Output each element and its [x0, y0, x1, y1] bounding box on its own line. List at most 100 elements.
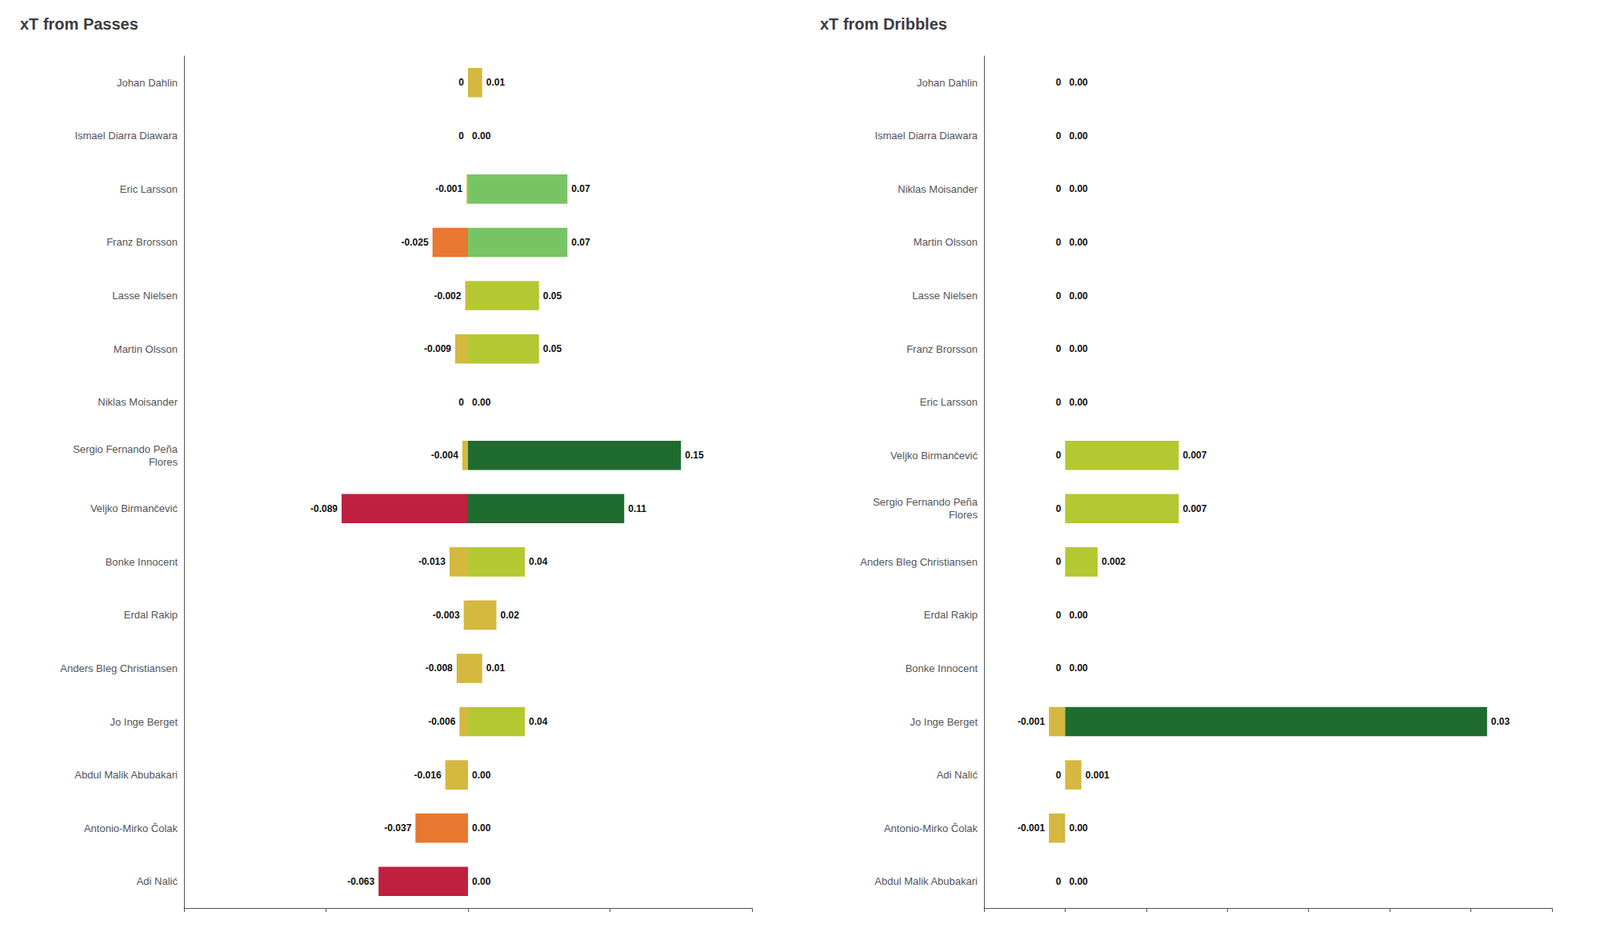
svg-text:0: 0 [1056, 503, 1062, 515]
svg-text:0.00: 0.00 [1068, 76, 1088, 88]
svg-text:xT from Passes: xT from Passes [20, 15, 139, 33]
svg-text:0: 0 [1056, 876, 1062, 888]
svg-text:Martin Olsson: Martin Olsson [113, 343, 178, 356]
svg-text:Niklas Moisander: Niklas Moisander [897, 183, 978, 196]
svg-text:Lasse Nielsen: Lasse Nielsen [912, 289, 978, 302]
svg-text:0: 0 [1056, 769, 1062, 781]
svg-text:Martin Olsson: Martin Olsson [913, 236, 978, 248]
svg-text:Bonke Innocent: Bonke Innocent [905, 662, 979, 675]
svg-text:0: 0 [1056, 290, 1062, 302]
svg-text:Flores: Flores [148, 456, 179, 468]
svg-text:Veljko Birmančević: Veljko Birmančević [90, 502, 179, 515]
svg-text:Erdal Rakip: Erdal Rakip [924, 608, 978, 621]
svg-text:Veljko Birmančević: Veljko Birmančević [890, 449, 979, 462]
svg-text:0.00: 0.00 [472, 396, 492, 408]
svg-text:0.05: 0.05 [543, 290, 563, 302]
svg-text:0: 0 [1056, 396, 1062, 408]
svg-text:Erdal Rakip: Erdal Rakip [124, 608, 178, 621]
svg-text:-0.025: -0.025 [401, 236, 429, 248]
svg-text:0: 0 [1056, 609, 1062, 621]
svg-text:0: 0 [458, 130, 464, 142]
svg-text:0.07: 0.07 [571, 183, 591, 195]
svg-text:-0.001: -0.001 [1017, 716, 1045, 728]
svg-text:0.04: 0.04 [528, 556, 548, 568]
svg-text:xT from Dribbles: xT from Dribbles [820, 15, 948, 33]
svg-text:0.001: 0.001 [1085, 769, 1110, 781]
svg-text:0: 0 [458, 396, 464, 408]
svg-text:Johan Dahlin: Johan Dahlin [116, 76, 178, 89]
svg-text:0: 0 [1056, 556, 1062, 568]
svg-text:Eric Larsson: Eric Larsson [120, 183, 178, 196]
svg-text:-0.013: -0.013 [418, 556, 446, 568]
svg-text:-0.001: -0.001 [1017, 822, 1045, 834]
svg-text:Niklas Moisander: Niklas Moisander [97, 396, 178, 408]
svg-text:Flores: Flores [948, 508, 979, 521]
svg-text:0: 0 [458, 76, 464, 88]
svg-text:0: 0 [1056, 343, 1062, 355]
svg-text:Eric Larsson: Eric Larsson [920, 396, 978, 408]
svg-text:Sergio Fernando Peña: Sergio Fernando Peña [72, 443, 179, 456]
svg-text:0.01: 0.01 [486, 76, 506, 88]
svg-text:0.00: 0.00 [1068, 290, 1088, 302]
svg-text:0.00: 0.00 [1068, 396, 1088, 408]
svg-text:0: 0 [1056, 449, 1062, 461]
svg-text:Jo Inge Berget: Jo Inge Berget [109, 716, 178, 728]
svg-text:0: 0 [1056, 130, 1062, 142]
svg-text:0: 0 [1056, 76, 1062, 88]
svg-text:0.00: 0.00 [1068, 236, 1088, 248]
svg-text:Sergio Fernando Peña: Sergio Fernando Peña [872, 496, 979, 508]
svg-text:0: 0 [1056, 183, 1062, 195]
svg-text:0: 0 [1056, 236, 1062, 248]
svg-text:0.15: 0.15 [684, 449, 704, 461]
svg-text:Bonke Innocent: Bonke Innocent [105, 556, 179, 568]
svg-text:0.007: 0.007 [1182, 449, 1207, 461]
svg-text:Abdul Malik Abubakari: Abdul Malik Abubakari [74, 768, 178, 781]
svg-text:0.00: 0.00 [1068, 609, 1088, 621]
svg-text:0.02: 0.02 [500, 609, 520, 621]
svg-text:Antonio-Mirko Čolak: Antonio-Mirko Čolak [84, 822, 179, 835]
svg-text:-0.004: -0.004 [431, 449, 459, 461]
svg-text:Franz Brorsson: Franz Brorsson [106, 236, 178, 248]
svg-text:-0.037: -0.037 [384, 822, 412, 834]
svg-text:Ismael Diarra Diawara: Ismael Diarra Diawara [874, 129, 978, 142]
svg-text:Anders Bleg Christiansen: Anders Bleg Christiansen [60, 662, 178, 675]
svg-text:-0.001: -0.001 [435, 183, 463, 195]
svg-text:0.05: 0.05 [543, 343, 563, 355]
svg-text:Antonio-Mirko Čolak: Antonio-Mirko Čolak [884, 822, 979, 835]
svg-text:-0.089: -0.089 [310, 503, 338, 515]
svg-text:0.07: 0.07 [571, 236, 591, 248]
svg-text:0.00: 0.00 [1068, 343, 1088, 355]
svg-text:-0.006: -0.006 [428, 716, 456, 728]
svg-text:-0.009: -0.009 [424, 343, 452, 355]
svg-text:-0.016: -0.016 [414, 769, 442, 781]
svg-text:0.007: 0.007 [1182, 503, 1207, 515]
svg-text:Anders Bleg Christiansen: Anders Bleg Christiansen [860, 556, 978, 568]
svg-text:0.11: 0.11 [628, 503, 647, 515]
svg-text:-0.003: -0.003 [432, 609, 460, 621]
svg-text:0.04: 0.04 [528, 716, 548, 728]
svg-text:-0.063: -0.063 [347, 876, 375, 888]
svg-text:0.00: 0.00 [472, 769, 492, 781]
svg-text:-0.002: -0.002 [433, 290, 461, 302]
svg-text:0.00: 0.00 [472, 876, 492, 888]
svg-text:0.00: 0.00 [1068, 130, 1088, 142]
svg-text:-0.008: -0.008 [425, 662, 453, 674]
svg-text:0.00: 0.00 [472, 822, 492, 834]
svg-text:0: 0 [1056, 662, 1062, 674]
svg-text:0.01: 0.01 [486, 662, 506, 674]
svg-text:0.00: 0.00 [472, 130, 492, 142]
svg-text:0.00: 0.00 [1068, 662, 1088, 674]
svg-text:0.03: 0.03 [1491, 716, 1511, 728]
svg-text:Lasse Nielsen: Lasse Nielsen [112, 289, 178, 302]
svg-text:Ismael Diarra Diawara: Ismael Diarra Diawara [74, 129, 178, 142]
svg-text:Johan Dahlin: Johan Dahlin [916, 76, 978, 89]
svg-text:Jo Inge Berget: Jo Inge Berget [909, 716, 978, 728]
svg-text:Franz Brorsson: Franz Brorsson [906, 343, 978, 356]
svg-text:0.002: 0.002 [1101, 556, 1126, 568]
svg-text:Abdul Malik Abubakari: Abdul Malik Abubakari [874, 875, 978, 888]
svg-text:0.00: 0.00 [1068, 876, 1088, 888]
svg-text:0.00: 0.00 [1068, 183, 1088, 195]
svg-text:Adi Nalić: Adi Nalić [136, 875, 179, 888]
svg-text:Adi Nalić: Adi Nalić [936, 768, 979, 781]
svg-text:0.00: 0.00 [1068, 822, 1088, 834]
